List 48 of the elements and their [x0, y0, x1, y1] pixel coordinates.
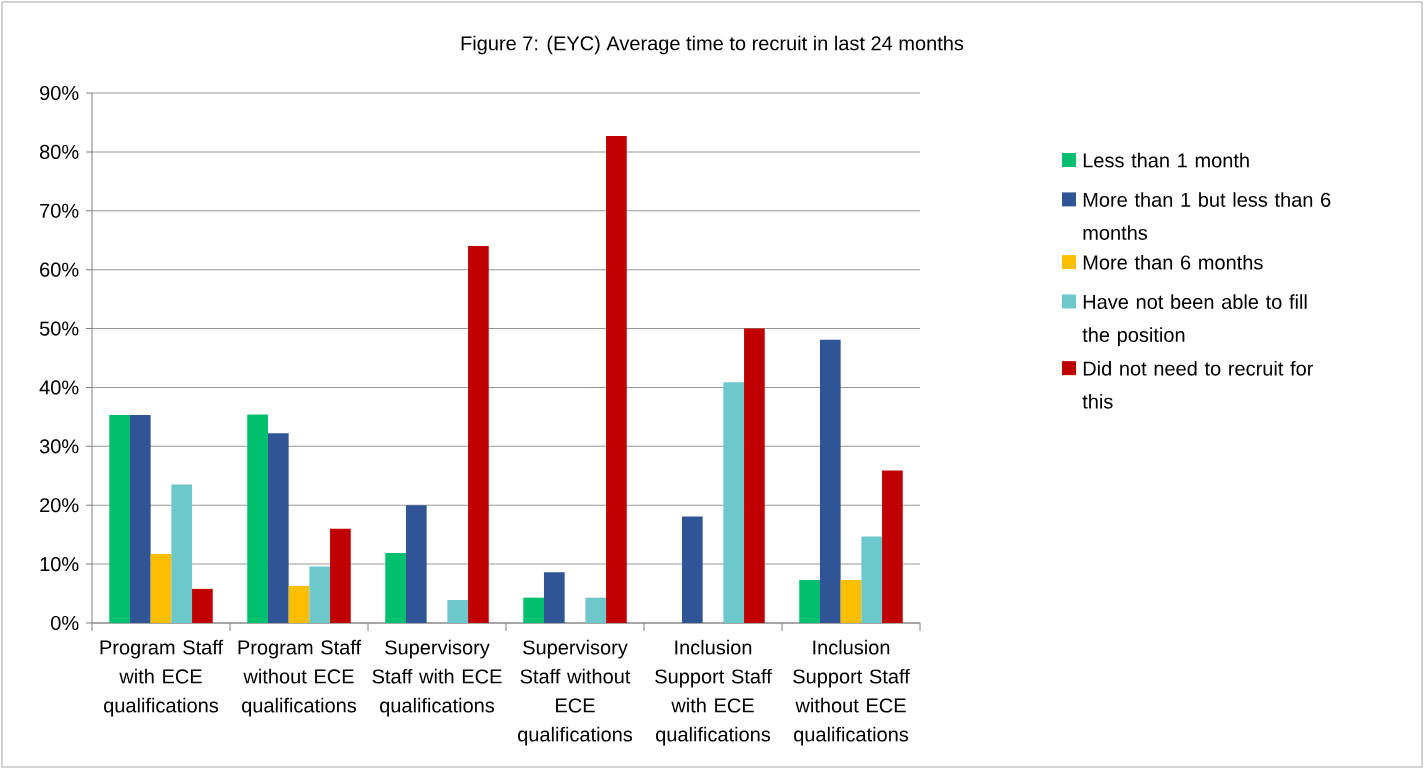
bar — [267, 433, 289, 623]
legend-label: More than 6 months — [1083, 254, 1263, 270]
bar — [840, 580, 862, 623]
bar — [861, 536, 883, 623]
bar — [330, 528, 351, 623]
bar — [447, 600, 469, 623]
legend-label: Less than 1 month — [1083, 152, 1249, 168]
bar — [109, 415, 130, 623]
bar — [681, 516, 703, 623]
y-tick-label: 80% — [39, 144, 79, 159]
y-tick-label: 0% — [51, 615, 79, 631]
y-tick-label: 60% — [40, 262, 79, 277]
y-tick-label: 50% — [39, 321, 79, 336]
bar — [543, 572, 565, 623]
bar — [171, 484, 193, 623]
bar — [882, 470, 903, 623]
bar — [309, 566, 331, 623]
chart-title: Figure 7: (EYC) Average time to recruit in last 24 months — [461, 35, 964, 55]
bar — [468, 246, 489, 623]
bar — [585, 597, 607, 623]
x-tick-label: Supervisory Staff without ECE qualifications — [518, 639, 633, 746]
legend-label: Did not need to recruit for this — [1082, 360, 1314, 409]
bar — [744, 328, 765, 623]
bar — [247, 414, 268, 623]
x-tick-label: Supervisory Staff with ECE qualifications — [372, 639, 502, 717]
bar — [606, 135, 627, 623]
y-tick-label: 20% — [40, 498, 79, 513]
x-tick-label: Inclusion Support Staff without ECE qualifications — [793, 639, 910, 746]
x-tick-label: Program Staff without ECE qualifications — [238, 639, 362, 717]
bar — [523, 597, 544, 623]
y-tick-label: 10% — [40, 557, 79, 572]
bar — [405, 505, 427, 623]
y-tick-label: 30% — [39, 439, 79, 454]
bar — [799, 580, 820, 623]
bar — [819, 339, 841, 623]
y-tick-label: 90% — [40, 85, 79, 101]
y-tick-label: 40% — [39, 380, 79, 395]
x-tick-label: Inclusion Support Staff with ECE qualifications — [655, 639, 772, 746]
bar — [723, 382, 745, 623]
bar — [385, 552, 406, 623]
legend-label: Have not been able to fill the position — [1082, 294, 1307, 346]
bar — [150, 554, 172, 623]
bar — [129, 415, 151, 623]
bar — [192, 588, 213, 623]
y-tick-label: 70% — [40, 203, 79, 218]
bar — [288, 585, 310, 623]
x-tick-label: Program Staff with ECE qualifications — [100, 639, 224, 717]
legend-label: More than 1 but less than 6 months — [1083, 192, 1331, 240]
